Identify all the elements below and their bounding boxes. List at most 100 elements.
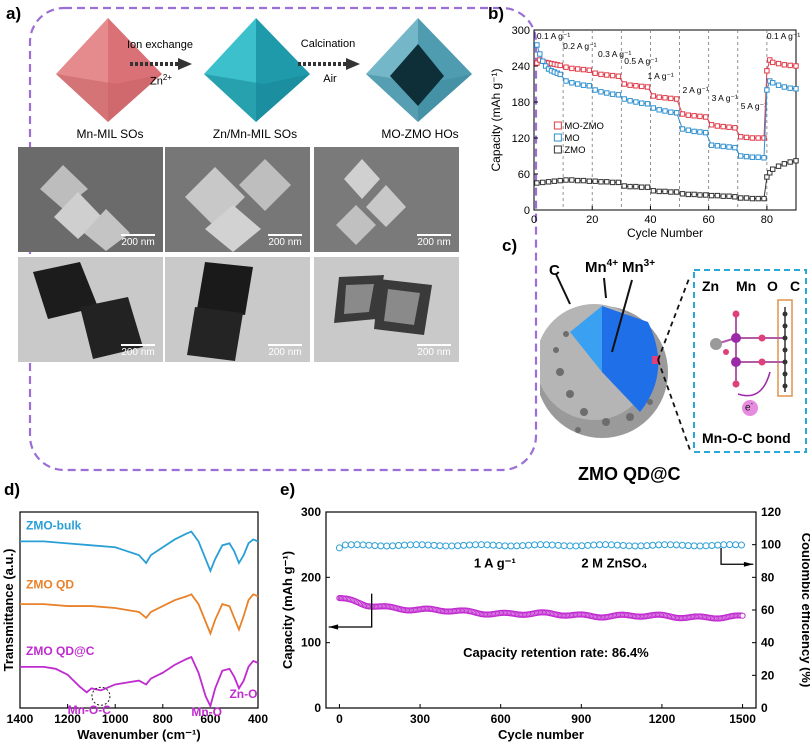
data-point-MO-ZMO xyxy=(764,68,770,74)
data-point-MO xyxy=(761,155,767,161)
tem-image-mn-mil: 200 nm xyxy=(18,257,163,362)
label-mn3: Mn3+ xyxy=(622,258,655,276)
data-point-MO-ZMO xyxy=(775,60,782,67)
electron-charge: - xyxy=(750,401,753,408)
x-axis-label: Wavenumber (cm⁻¹) xyxy=(77,727,200,742)
ce-point xyxy=(442,542,450,550)
ce-point xyxy=(400,541,408,549)
data-point-MO-ZMO xyxy=(604,72,610,78)
data-point-ZMO xyxy=(775,163,782,169)
data-point-MO-ZMO xyxy=(737,134,744,140)
ce-point xyxy=(708,541,716,549)
data-point-ZMO xyxy=(557,177,563,184)
x-tick-label: 80 xyxy=(761,214,773,226)
data-point-ZMO xyxy=(703,192,709,198)
legend-marker xyxy=(553,121,562,130)
ce-point xyxy=(720,541,728,549)
ce-point xyxy=(584,541,592,549)
data-point-MO-ZMO xyxy=(770,59,776,66)
data-point-ZMO xyxy=(598,179,604,185)
data-point-ZMO xyxy=(580,177,587,184)
ce-point xyxy=(637,542,645,550)
ce-point xyxy=(667,541,675,549)
scale-bar: 200 nm xyxy=(121,234,155,248)
data-point-MO-ZMO xyxy=(708,122,715,128)
y-right-tick-label: 60 xyxy=(761,603,775,617)
data-point-MO xyxy=(650,105,657,111)
scale-bar-text: 200 nm xyxy=(121,237,155,248)
ftir-chart: 1400 1200 1000 800 600 400 Wavenumber (cm⁻¹) Tr… xyxy=(1,511,268,742)
mn4-charge: 4+ xyxy=(606,258,619,269)
data-point-MO xyxy=(697,129,703,135)
sem-image-zn-mn-mil: 200 nm xyxy=(165,147,310,252)
x-tick-label: 1400 xyxy=(7,712,34,726)
y-tick-label: 60 xyxy=(518,169,530,181)
data-point-ZMO xyxy=(691,191,697,198)
mo-zmo-hollow-octahedron xyxy=(366,18,472,122)
ce-point xyxy=(513,542,521,550)
data-point-MO-ZMO xyxy=(586,67,593,73)
label-mn4: Mn4+ xyxy=(585,258,618,276)
ce-point xyxy=(536,541,544,549)
data-point-MO-ZMO xyxy=(749,135,756,141)
capacity-point xyxy=(739,612,746,619)
label-c-carbon: C xyxy=(549,262,560,279)
ftir-line-ZMO QD@C xyxy=(20,655,259,709)
data-point-MO-ZMO xyxy=(569,65,575,72)
rate-label: 2 A g⁻¹ xyxy=(682,85,708,95)
panel-a: a) Ion exchange Zn2+ Calcination Air Mn-… xyxy=(0,0,540,475)
x-tick-label: 1200 xyxy=(649,712,676,726)
data-point-MO-ZMO xyxy=(580,66,587,73)
ce-point xyxy=(389,542,397,550)
data-point-MO-ZMO xyxy=(679,111,686,117)
y-right-tick-label: 120 xyxy=(761,505,781,519)
legend-label: MO xyxy=(564,133,579,144)
name-mn-mil: Mn-MIL SOs xyxy=(76,127,144,141)
ftir-line-ZMO QD xyxy=(20,593,259,637)
data-point-MO-ZMO xyxy=(720,123,726,130)
data-point-MO-ZMO xyxy=(691,113,697,119)
ce-point xyxy=(347,541,355,549)
ce-point xyxy=(661,541,669,549)
rate-label: 0.3 A g⁻¹ xyxy=(598,49,631,59)
scale-bar-text: 200 nm xyxy=(417,347,451,358)
ce-point xyxy=(672,541,680,549)
scale-bar: 200 nm xyxy=(121,344,155,358)
zn-mn-mil-octahedron xyxy=(204,18,310,122)
ce-point xyxy=(631,542,639,550)
series-label: ZMO QD xyxy=(26,577,74,591)
mn3-text: Mn xyxy=(622,259,644,276)
y-right-axis-label: Coulombic efficiency (%) xyxy=(799,533,810,688)
data-point-ZMO xyxy=(737,195,744,201)
panel-d-label: d) xyxy=(4,480,21,499)
ce-point xyxy=(483,541,491,549)
data-point-MO xyxy=(557,71,563,78)
data-point-MO xyxy=(627,98,633,104)
rate-label: 1 A g⁻¹ xyxy=(648,71,674,81)
data-point-ZMO xyxy=(673,189,680,195)
ce-point xyxy=(383,542,391,550)
data-point-ZMO xyxy=(586,178,593,184)
cycling-chart: 0 300 600 900 1200 1500 0 100 200 300 0 20 40 60 80 100… xyxy=(280,505,810,742)
data-point-MO xyxy=(703,129,709,136)
data-point-MO xyxy=(749,154,756,160)
x-tick-label: 1000 xyxy=(102,712,129,726)
data-point-MO xyxy=(764,87,770,93)
name-zn-mn-mil: Zn/Mn-MIL SOs xyxy=(212,127,298,141)
y-right-tick-label: 100 xyxy=(761,538,781,552)
data-point-ZMO xyxy=(650,188,657,194)
ce-point xyxy=(341,541,349,549)
rate-label: 0.1 A g⁻¹ xyxy=(537,31,570,41)
x-tick-label: 0 xyxy=(336,712,343,726)
y-tick-label: 240 xyxy=(512,61,530,73)
arrow-icon xyxy=(298,58,360,70)
plot-frame xyxy=(19,511,259,709)
ce-point xyxy=(702,542,710,550)
data-point-ZMO xyxy=(767,170,773,176)
x-tick-label: 800 xyxy=(153,712,173,726)
data-point-MO xyxy=(685,127,691,133)
annotation-mn-o: Mn-O xyxy=(191,705,222,719)
ce-point xyxy=(525,541,533,549)
x-tick-label: 0 xyxy=(531,214,537,226)
data-point-ZMO xyxy=(732,194,738,200)
